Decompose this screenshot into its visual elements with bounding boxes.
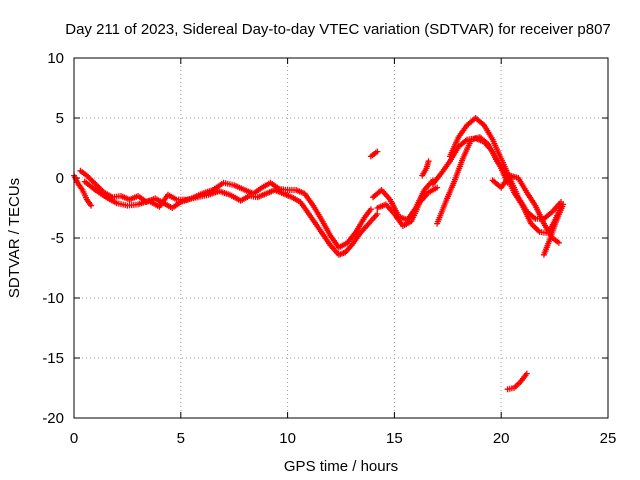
data-point <box>523 370 530 377</box>
series-arc-6 <box>367 148 381 160</box>
x-axis-label: GPS time / hours <box>284 458 398 475</box>
data-point <box>374 148 381 155</box>
series-arc-12 <box>540 201 567 258</box>
x-tick-label: 5 <box>177 430 185 447</box>
series-arc-4 <box>370 177 436 223</box>
y-axis-label: SDTVAR / TECUs <box>6 178 23 298</box>
series-arc-7 <box>419 158 432 179</box>
axis-ticks: 0 5 10 15 20 25 -20 -15 -10 -5 0 5 10 <box>42 50 616 447</box>
series-arc-9 <box>434 134 565 237</box>
y-tick-label: -5 <box>51 230 64 247</box>
y-tick-label: -10 <box>42 290 64 307</box>
data-point <box>532 224 539 231</box>
data-point <box>530 223 537 230</box>
plot-frame <box>73 57 609 419</box>
y-tick-label: 5 <box>56 110 64 127</box>
series-arc-1 <box>71 172 95 209</box>
series-arc-11 <box>489 172 562 246</box>
series-arc-2 <box>77 167 374 251</box>
x-tick-label: 20 <box>493 430 510 447</box>
x-tick-label: 0 <box>70 430 78 447</box>
data-points <box>71 115 567 393</box>
data-point <box>88 176 95 183</box>
data-point <box>89 178 96 185</box>
data-point <box>533 226 540 233</box>
x-tick-label: 10 <box>279 430 296 447</box>
x-tick-label: 25 <box>600 430 617 447</box>
data-point <box>367 206 374 213</box>
series-arc-13 <box>504 370 530 393</box>
data-point <box>374 211 381 217</box>
grid-lines <box>74 58 608 418</box>
y-tick-label: 10 <box>47 50 64 67</box>
y-tick-label: -15 <box>42 350 64 367</box>
series-arc-3 <box>81 178 381 258</box>
y-tick-label: -20 <box>42 410 64 427</box>
data-point <box>434 184 441 191</box>
data-point <box>88 202 95 209</box>
data-point <box>560 201 567 208</box>
y-tick-label: 0 <box>56 170 64 187</box>
chart-title: Day 211 of 2023, Sidereal Day-to-day VTE… <box>65 21 611 38</box>
data-point <box>86 175 93 182</box>
data-point <box>555 239 562 246</box>
data-point <box>425 158 432 165</box>
series-arc-10 <box>446 115 565 222</box>
series-arc-5 <box>374 184 441 229</box>
x-tick-label: 15 <box>386 430 403 447</box>
